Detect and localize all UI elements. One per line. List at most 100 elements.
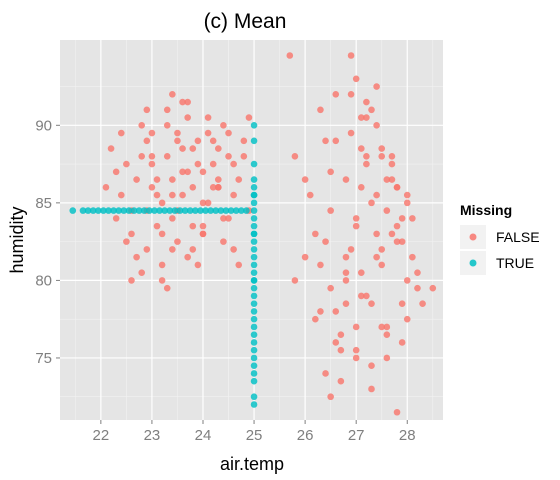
point-false	[174, 238, 181, 245]
point-false	[225, 215, 232, 222]
point-true	[125, 207, 133, 214]
point-false	[235, 261, 243, 269]
point-false	[373, 122, 380, 129]
point-false	[332, 90, 340, 98]
point-false	[419, 300, 426, 307]
point-false	[327, 207, 334, 214]
point-false	[148, 153, 156, 160]
point-false	[189, 246, 197, 253]
point-false	[317, 106, 324, 114]
point-true	[171, 207, 179, 214]
point-false	[403, 199, 411, 207]
point-true	[250, 292, 258, 300]
legend-title: Missing	[460, 202, 512, 218]
point-false	[153, 222, 161, 230]
plot-panel	[60, 40, 443, 420]
point-false	[327, 168, 334, 176]
point-false	[220, 122, 227, 129]
x-tick-label: 23	[144, 427, 161, 444]
point-true	[250, 253, 258, 261]
x-tick-label: 28	[399, 427, 416, 444]
legend-key-true-dot	[469, 259, 477, 267]
point-false	[199, 230, 207, 238]
point-false	[342, 269, 350, 276]
point-false	[163, 284, 171, 292]
point-false	[352, 354, 360, 362]
point-false	[174, 137, 181, 145]
point-false	[194, 261, 202, 269]
point-true	[100, 207, 107, 214]
point-false	[393, 408, 401, 416]
point-true	[250, 377, 258, 385]
point-true	[250, 176, 258, 183]
point-false	[317, 308, 324, 315]
point-false	[153, 176, 161, 183]
chart-title: (c) Mean	[204, 10, 287, 33]
point-true	[202, 207, 209, 214]
point-true	[110, 207, 117, 214]
point-false	[163, 106, 171, 114]
point-false	[342, 253, 350, 261]
point-false	[403, 277, 411, 284]
point-false	[128, 230, 135, 238]
point-false	[240, 137, 248, 145]
point-true	[250, 207, 258, 214]
point-false	[189, 222, 197, 230]
point-true	[250, 261, 258, 269]
point-true	[89, 207, 97, 214]
point-false	[357, 269, 365, 276]
point-false	[112, 215, 120, 222]
point-false	[169, 90, 176, 98]
x-axis-title: air.temp	[220, 454, 284, 474]
point-false	[204, 199, 212, 207]
point-false	[378, 145, 386, 152]
legend-label-false: FALSE	[496, 229, 540, 245]
point-false	[158, 277, 166, 284]
point-false	[403, 315, 411, 323]
point-false	[199, 168, 207, 176]
point-true	[176, 207, 184, 214]
point-false	[194, 160, 202, 168]
point-true	[250, 215, 258, 222]
point-false	[117, 191, 125, 199]
point-false	[107, 145, 115, 152]
point-false	[388, 160, 396, 168]
point-false	[143, 106, 151, 114]
point-false	[398, 215, 406, 222]
point-false	[368, 199, 375, 207]
point-true	[156, 207, 163, 214]
point-true	[250, 160, 258, 168]
point-false	[347, 52, 355, 59]
point-false	[337, 346, 345, 354]
point-false	[393, 238, 401, 245]
point-false	[189, 145, 197, 152]
point-false	[342, 300, 350, 307]
point-false	[215, 184, 222, 191]
x-tick-label: 25	[246, 427, 263, 444]
point-false	[398, 339, 406, 346]
point-false	[220, 215, 227, 222]
point-false	[138, 122, 146, 129]
point-false	[373, 253, 380, 261]
point-true	[250, 184, 258, 191]
point-true	[217, 207, 225, 214]
point-true	[84, 207, 92, 214]
point-false	[184, 253, 191, 261]
point-true	[250, 222, 258, 230]
point-false	[148, 160, 156, 168]
point-false	[429, 284, 437, 292]
point-false	[322, 238, 329, 245]
point-false	[368, 385, 375, 393]
point-false	[368, 362, 375, 370]
point-false	[158, 230, 166, 238]
point-false	[378, 323, 386, 331]
series-true-points	[69, 122, 258, 408]
point-false	[133, 253, 140, 261]
point-false	[245, 114, 253, 121]
point-false	[215, 145, 222, 152]
point-false	[363, 114, 370, 121]
point-false	[225, 129, 232, 137]
point-false	[179, 168, 186, 176]
point-true	[237, 207, 245, 214]
point-false	[347, 90, 355, 98]
